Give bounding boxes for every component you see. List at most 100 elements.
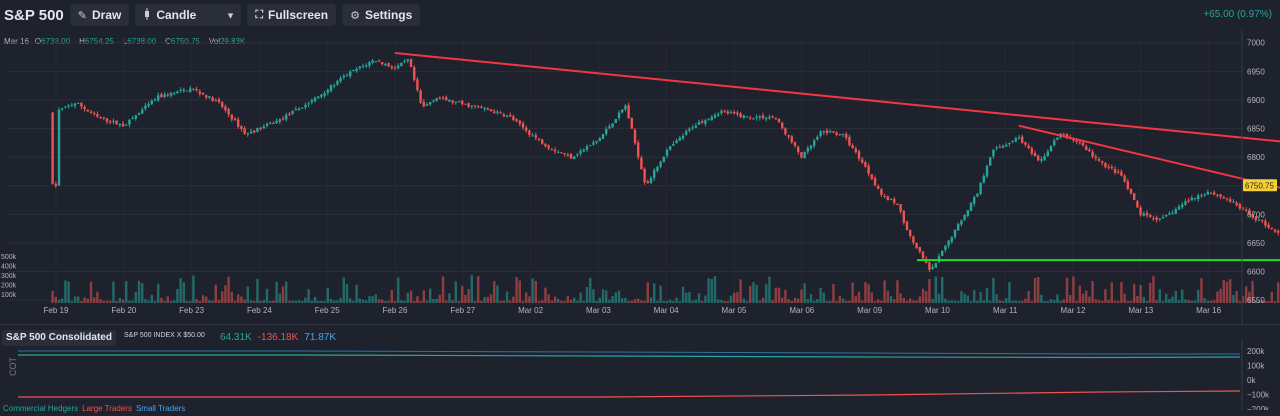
volume-bar: [115, 300, 118, 303]
cot-chart[interactable]: COT 200k 100k 0k −100k −200k: [0, 340, 1280, 410]
volume-bar: [969, 300, 973, 303]
trendlines[interactable]: [394, 52, 1280, 262]
symbol-title[interactable]: S&P 500: [4, 6, 64, 24]
volume-bar: [339, 297, 342, 303]
volume-bar: [838, 296, 842, 303]
candle-body: [889, 198, 893, 200]
volume-bar: [1181, 289, 1184, 303]
candle-body: [931, 266, 934, 269]
candle-body: [173, 92, 176, 94]
candle-body: [1200, 195, 1203, 197]
volume-bar: [912, 300, 915, 303]
volume-bar: [905, 300, 909, 303]
volume-bar: [589, 277, 592, 303]
candle-body: [758, 116, 762, 118]
volume-bar: [128, 300, 131, 303]
volume-bar: [797, 298, 800, 303]
volume-bar: [1177, 300, 1181, 303]
volume-bar: [1145, 300, 1149, 303]
volume-bar: [227, 276, 230, 303]
volume-bar: [1139, 285, 1142, 303]
volume-bar: [739, 279, 742, 303]
ohlc-low-key: L: [122, 37, 128, 46]
volume-bar: [659, 285, 662, 303]
candle-body: [413, 67, 416, 80]
candle-body: [848, 136, 851, 146]
volume-bar: [557, 298, 560, 303]
chart-type-dropdown[interactable]: Candle ▾: [135, 4, 242, 26]
volume-bar: [1168, 298, 1171, 303]
candle-body: [432, 100, 435, 102]
candle-body: [1024, 142, 1027, 145]
legend-small: Small Traders: [135, 404, 186, 413]
candle-body: [995, 147, 998, 149]
volume-bar: [733, 292, 736, 303]
volume-bar: [1120, 281, 1123, 303]
volume-bar: [256, 278, 259, 303]
volume-bar: [1232, 294, 1235, 303]
candle-body: [1062, 134, 1066, 136]
volume-bar: [544, 287, 547, 303]
volume-bar: [445, 300, 448, 303]
candle-body: [1257, 219, 1261, 221]
candle-body: [1040, 159, 1043, 161]
volume-bar: [611, 295, 614, 303]
resistance-trendline[interactable]: [1018, 124, 1280, 229]
volume-bar: [531, 278, 534, 303]
volume-bar: [131, 300, 134, 303]
candle-body: [665, 149, 669, 156]
volume-bar: [1133, 284, 1136, 303]
candle-body: [246, 133, 250, 135]
candle-body: [870, 174, 874, 179]
candles: [51, 58, 1280, 272]
candle-body: [185, 90, 189, 92]
candle-body: [1203, 194, 1206, 196]
volume-bar: [1123, 293, 1126, 303]
candle-body: [733, 112, 736, 114]
candle-body: [944, 245, 947, 250]
fullscreen-button[interactable]: ⛶ Fullscreen: [247, 4, 337, 26]
volume-bar: [1104, 289, 1107, 303]
candle-body: [1065, 133, 1069, 138]
candle-body: [582, 149, 586, 152]
resistance-trendline[interactable]: [394, 52, 1280, 167]
volume-bar: [416, 296, 419, 303]
volume-bar: [393, 300, 397, 303]
candle-body: [1254, 216, 1258, 220]
volume-bar: [918, 296, 922, 303]
candle-body: [61, 108, 64, 110]
volume-bar: [358, 298, 362, 303]
candle-body: [608, 126, 611, 129]
settings-button[interactable]: ⚙ Settings: [342, 4, 421, 26]
volume-bar: [1184, 299, 1187, 303]
volume-bar: [1024, 298, 1027, 303]
candle-body: [787, 135, 790, 137]
volume-bar: [70, 300, 74, 303]
candle-body: [592, 142, 595, 145]
candle-body: [729, 112, 733, 114]
cot-large-value: -136.18K: [257, 332, 299, 343]
volume-bar: [381, 299, 384, 303]
volume-bar: [301, 300, 304, 303]
candle-body: [854, 148, 858, 152]
candle-body: [627, 105, 630, 119]
candle-body: [528, 130, 531, 135]
pane-separator[interactable]: [0, 324, 1280, 325]
time-axis: Feb 19 Feb 20 Feb 23 Feb 24 Feb 25 Feb 26 Feb …: [44, 306, 1222, 315]
price-tick-label: 6600: [1247, 268, 1265, 277]
volume-bar: [217, 299, 221, 303]
candle-body: [877, 186, 880, 190]
volume-bar: [861, 300, 864, 303]
volume-bar: [211, 300, 214, 303]
volume-bar: [886, 290, 890, 303]
candle-body: [64, 106, 67, 108]
candle-body: [377, 60, 381, 62]
volume-bar: [765, 284, 768, 303]
volume-bar: [1203, 297, 1206, 303]
date-tick-label: Feb 24: [247, 306, 272, 315]
price-chart[interactable]: 500k 400k 300k 200k 100k 7000 6950 6900 6850 680…: [0, 30, 1280, 326]
draw-button[interactable]: ✎ Draw: [69, 4, 130, 26]
volume-bar: [627, 300, 630, 303]
date-tick-label: Feb 19: [44, 306, 69, 315]
candle-body: [963, 214, 966, 221]
